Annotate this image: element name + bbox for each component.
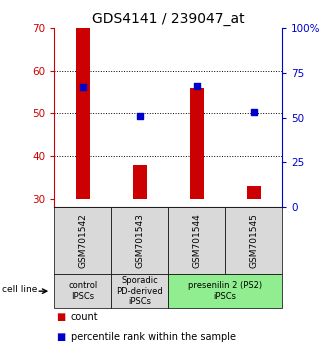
Text: count: count bbox=[71, 312, 99, 322]
Point bbox=[80, 85, 85, 90]
Text: ■: ■ bbox=[56, 312, 65, 322]
Text: Sporadic
PD-derived
iPSCs: Sporadic PD-derived iPSCs bbox=[116, 276, 163, 306]
Text: cell line: cell line bbox=[2, 285, 37, 294]
Bar bbox=[133, 165, 147, 199]
Text: ■: ■ bbox=[56, 332, 65, 342]
Bar bbox=[190, 88, 204, 199]
Point bbox=[251, 109, 256, 115]
Text: presenilin 2 (PS2)
iPSCs: presenilin 2 (PS2) iPSCs bbox=[188, 281, 262, 301]
Bar bbox=[247, 186, 261, 199]
Text: GSM701544: GSM701544 bbox=[192, 213, 201, 268]
Text: GSM701543: GSM701543 bbox=[135, 213, 144, 268]
Title: GDS4141 / 239047_at: GDS4141 / 239047_at bbox=[92, 12, 245, 26]
Text: percentile rank within the sample: percentile rank within the sample bbox=[71, 332, 236, 342]
Text: control
IPSCs: control IPSCs bbox=[68, 281, 98, 301]
Point bbox=[137, 113, 143, 119]
Bar bbox=[76, 28, 90, 199]
Text: GSM701542: GSM701542 bbox=[79, 213, 87, 268]
Point bbox=[194, 83, 199, 88]
Text: GSM701545: GSM701545 bbox=[249, 213, 258, 268]
